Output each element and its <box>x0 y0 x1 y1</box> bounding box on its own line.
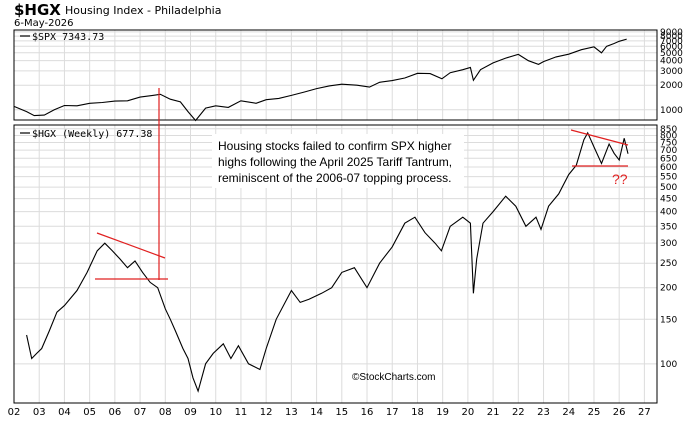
annotation-line-3: reminiscent of the 2006-07 topping proce… <box>218 171 451 185</box>
y-tick-label: 350 <box>660 222 677 232</box>
x-tick-label: 04 <box>58 407 71 418</box>
y-tick-label: 850 <box>660 125 677 135</box>
y-tick-label: 700 <box>660 146 677 156</box>
spx-series-label: $SPX 7343.73 <box>32 32 104 43</box>
y-tick-label: 500 <box>660 183 677 193</box>
chart-date: 6-May-2026 <box>14 18 74 29</box>
spx-price-line <box>13 38 627 122</box>
y-tick-label: 650 <box>660 154 677 164</box>
y-tick-label: 5000 <box>660 49 683 59</box>
x-tick-label: 08 <box>159 407 172 418</box>
x-tick-label: 21 <box>487 407 500 418</box>
x-tick-label: 26 <box>613 407 626 418</box>
y-tick-label: 250 <box>660 259 677 269</box>
watermark: ©StockCharts.com <box>352 372 436 383</box>
y-tick-label: 550 <box>660 173 677 183</box>
x-tick-label: 09 <box>184 407 197 418</box>
annotation-line-1: Housing stocks failed to confirm SPX hig… <box>218 139 451 153</box>
y-tick-label: 200 <box>660 284 677 294</box>
question-marks: ?? <box>612 171 628 187</box>
x-tick-label: 23 <box>537 407 550 418</box>
y-tick-label: 4000 <box>660 57 683 67</box>
x-tick-label: 06 <box>108 407 121 418</box>
y-tick-label: 1000 <box>660 106 683 116</box>
index-name: Housing Index - Philadelphia <box>65 4 222 17</box>
hgx-y-axis: 100 150 200 250 300 350 400 450 5005506006507007… <box>660 125 677 370</box>
grid <box>13 30 657 403</box>
y-tick-label: 600 <box>660 163 677 173</box>
trendline-2025-top <box>570 129 629 146</box>
trendline-2006-top <box>96 232 166 259</box>
annotations: ?? Housing stocks failed to confirm SPX … <box>95 88 629 280</box>
ticker-symbol: $HGX <box>14 1 61 19</box>
x-tick-label: 17 <box>386 407 399 418</box>
top-panel: $SPX 7343.73 1000 2000 3000400050006000700… <box>13 28 683 122</box>
x-tick-label: 22 <box>512 407 525 418</box>
x-axis: 02 03 04 05 06 07 08 09 10 11 12 13 14 15 16 17 18 19 20 21… <box>8 407 651 418</box>
y-tick-label: 6000 <box>660 42 683 52</box>
x-tick-label: 05 <box>83 407 96 418</box>
annotation-box <box>212 134 464 188</box>
y-tick-label: 150 <box>660 315 677 325</box>
y-tick-label: 2000 <box>660 81 683 91</box>
x-tick-label: 07 <box>134 407 147 418</box>
top-panel-frame <box>13 29 658 121</box>
y-tick-label: 3000 <box>660 67 683 77</box>
bottom-panel-frame <box>13 124 658 404</box>
y-tick-label: 450 <box>660 195 677 205</box>
y-tick-label: 8000 <box>660 32 683 42</box>
annotation-line-2: highs following the April 2025 Tariff Ta… <box>218 155 452 169</box>
x-tick-label: 14 <box>310 407 323 418</box>
y-tick-label: 100 <box>660 360 677 370</box>
x-tick-label: 02 <box>8 407 21 418</box>
hgx-price-line <box>26 131 629 393</box>
x-tick-label: 24 <box>562 407 575 418</box>
x-tick-label: 18 <box>411 407 424 418</box>
x-tick-label: 10 <box>209 407 222 418</box>
y-tick-label: 300 <box>660 239 677 249</box>
x-tick-label: 03 <box>33 407 46 418</box>
x-tick-label: 25 <box>588 407 601 418</box>
x-tick-label: 15 <box>335 407 348 418</box>
bottom-panel: $HGX (Weekly) 677.38 100 150 200 250 300 350 4… <box>13 124 677 404</box>
x-tick-label: 12 <box>260 407 273 418</box>
y-tick-label: 9000 <box>660 28 683 38</box>
y-tick-label: 7000 <box>660 37 683 47</box>
x-tick-label: 27 <box>638 407 651 418</box>
y-tick-label: 750 <box>660 139 677 149</box>
y-tick-label: 800 <box>660 131 677 141</box>
x-tick-label: 13 <box>285 407 298 418</box>
x-tick-label: 11 <box>235 407 248 418</box>
x-tick-label: 19 <box>436 407 449 418</box>
x-tick-label: 20 <box>462 407 475 418</box>
y-tick-label: 400 <box>660 208 677 218</box>
hgx-series-label: $HGX (Weekly) 677.38 <box>32 129 152 140</box>
x-tick-label: 16 <box>361 407 374 418</box>
